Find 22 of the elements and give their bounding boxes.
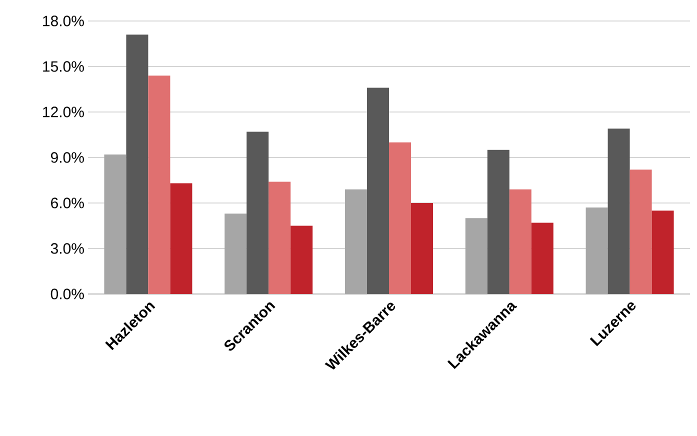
bar bbox=[148, 76, 170, 294]
y-tick-label: 18.0% bbox=[43, 16, 84, 26]
y-tick-label: 9.0% bbox=[50, 152, 84, 163]
bar bbox=[487, 150, 510, 294]
y-tick-label: 12.0% bbox=[43, 106, 84, 118]
y-tick-label: 15.0% bbox=[43, 61, 84, 72]
bar bbox=[268, 182, 291, 294]
bar bbox=[126, 34, 148, 294]
bar bbox=[367, 88, 389, 294]
y-tick-label: 3.0% bbox=[50, 243, 84, 254]
bar bbox=[389, 142, 411, 294]
bar bbox=[290, 226, 313, 294]
bar bbox=[246, 132, 269, 294]
bar bbox=[652, 210, 674, 294]
bar bbox=[531, 222, 554, 294]
y-tick-label: 6.0% bbox=[51, 198, 84, 208]
bar bbox=[170, 183, 192, 294]
bar bbox=[509, 189, 532, 294]
y-tick-label: 0.0% bbox=[50, 288, 84, 300]
bar bbox=[630, 170, 652, 294]
bar bbox=[411, 202, 433, 294]
bar bbox=[608, 128, 630, 294]
